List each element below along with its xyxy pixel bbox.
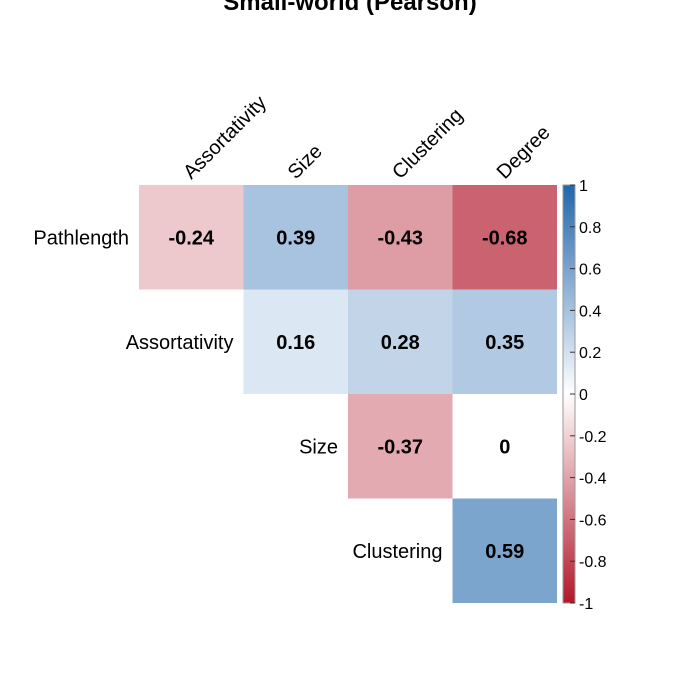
colorbar-tick-label: -0.8 bbox=[579, 554, 607, 571]
heatmap-cell bbox=[139, 185, 244, 290]
heatmap-cell bbox=[452, 394, 557, 499]
cell-value-label: -0.37 bbox=[377, 436, 423, 458]
column-label: Assortativity bbox=[179, 92, 271, 184]
colorbar-tick-label: 0.2 bbox=[579, 345, 601, 362]
cell-value-label: 0.35 bbox=[485, 332, 524, 354]
colorbar-tick-label: -1 bbox=[579, 596, 593, 613]
colorbar-tick-label: -0.2 bbox=[579, 429, 607, 446]
colorbar-tick-label: 0.6 bbox=[579, 262, 601, 279]
chart-title: Small-world (Pearson) bbox=[223, 0, 476, 16]
heatmap-cell bbox=[348, 185, 453, 290]
heatmap-cell bbox=[452, 498, 557, 603]
cell-value-label: 0 bbox=[499, 436, 510, 458]
colorbar-tick-label: -0.4 bbox=[579, 471, 607, 488]
cell-value-label: 0.16 bbox=[276, 332, 315, 354]
colorbar-tick-label: -0.6 bbox=[579, 512, 607, 529]
heatmap-cell bbox=[452, 289, 557, 394]
colorbar-tick-label: 0.8 bbox=[579, 220, 601, 237]
heatmap-cells: -0.24 0.39 -0.43 -0.68 0.16 0.28 0.35 -0.37 0 0.5… bbox=[139, 185, 557, 603]
row-label: Pathlength bbox=[33, 227, 129, 249]
cell-value-label: -0.43 bbox=[377, 227, 423, 249]
colorbar-tick-label: 0 bbox=[579, 387, 588, 404]
row-label: Size bbox=[299, 436, 338, 458]
cell-value-label: -0.68 bbox=[482, 227, 528, 249]
heatmap-cell bbox=[348, 394, 453, 499]
heatmap-cell bbox=[452, 185, 557, 290]
colorbar-ticks: 1 0.8 0.6 0.4 0.2 0 -0.2 -0.4 -0.6 -0.8 -1 bbox=[570, 178, 607, 613]
row-labels: Pathlength Assortativity Size Clustering bbox=[33, 227, 442, 563]
row-label: Assortativity bbox=[126, 332, 234, 354]
row-label: Clustering bbox=[352, 541, 442, 563]
cell-value-label: 0.59 bbox=[485, 541, 524, 563]
column-labels: Assortativity Size Clustering Degree bbox=[179, 92, 554, 184]
colorbar-tick-label: 0.4 bbox=[579, 303, 601, 320]
colorbar-tick-label: 1 bbox=[579, 178, 588, 195]
column-label: Clustering bbox=[388, 104, 467, 183]
cell-value-label: -0.24 bbox=[168, 227, 214, 249]
heatmap-cell bbox=[243, 289, 348, 394]
heatmap-cell bbox=[243, 185, 348, 290]
heatmap-cell bbox=[348, 289, 453, 394]
cell-value-label: 0.28 bbox=[381, 332, 420, 354]
column-label: Degree bbox=[493, 122, 555, 184]
column-label: Size bbox=[284, 140, 327, 183]
cell-value-label: 0.39 bbox=[276, 227, 315, 249]
colorbar: 1 0.8 0.6 0.4 0.2 0 -0.2 -0.4 -0.6 -0.8 -1 bbox=[562, 178, 607, 613]
